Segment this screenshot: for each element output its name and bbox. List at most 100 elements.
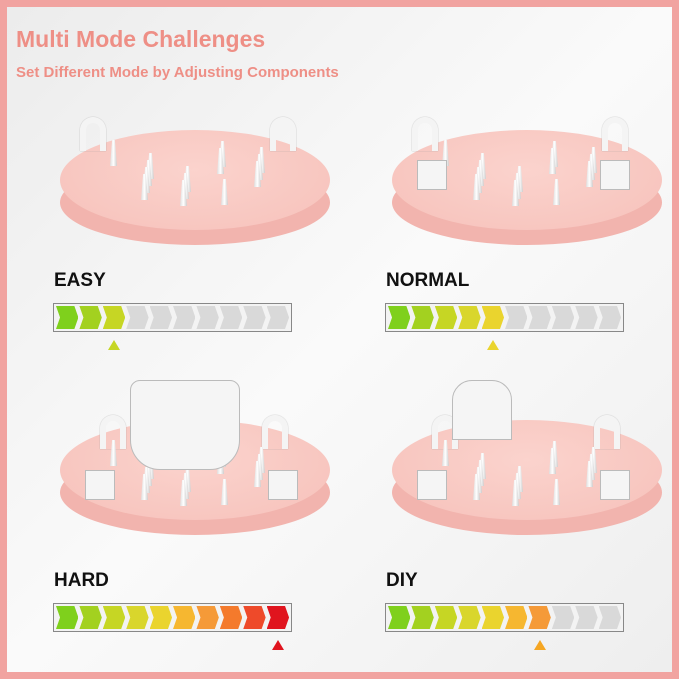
peg	[180, 180, 187, 206]
peg	[221, 179, 228, 205]
side-wall-right	[268, 470, 298, 500]
difficulty-bar	[53, 303, 292, 332]
peg	[145, 160, 152, 186]
difficulty-segment	[196, 606, 219, 629]
side-wall-left	[85, 470, 115, 500]
peg	[588, 154, 595, 180]
difficulty-segment	[243, 606, 266, 629]
peg	[590, 447, 597, 473]
peg	[590, 147, 597, 173]
difficulty-segment	[575, 306, 598, 329]
difficulty-segment	[196, 306, 219, 329]
difficulty-segment	[388, 606, 411, 629]
side-wall-right	[600, 470, 630, 500]
peg	[551, 141, 558, 167]
mode-panel-easy: EASY	[40, 0, 340, 350]
peg	[143, 467, 150, 493]
peg	[514, 173, 521, 199]
peg	[512, 480, 519, 506]
difficulty-segment	[149, 306, 173, 329]
peg	[442, 140, 449, 166]
peg	[143, 167, 150, 193]
difficulty-segment	[79, 606, 102, 629]
page-subtitle: Set Different Mode by Adjusting Componen…	[16, 64, 339, 81]
difficulty-segment	[388, 306, 411, 329]
peg	[553, 479, 560, 505]
difficulty-segment	[434, 606, 458, 629]
difficulty-segment	[102, 606, 126, 629]
peg	[516, 166, 523, 192]
difficulty-segment	[481, 306, 505, 329]
difficulty-segment	[219, 306, 243, 329]
peg	[473, 474, 480, 500]
peg	[586, 461, 593, 487]
mode-panel-hard: HARD	[40, 300, 340, 650]
mode-panel-diy: DIY	[372, 300, 672, 650]
peg	[110, 440, 117, 466]
level-marker-icon	[107, 340, 120, 350]
difficulty-segment	[56, 606, 79, 629]
peg	[147, 153, 154, 179]
peg	[254, 161, 261, 187]
peg	[588, 454, 595, 480]
difficulty-bar	[385, 303, 624, 332]
difficulty-segment	[173, 306, 196, 329]
difficulty-segment	[411, 306, 434, 329]
center-wall	[130, 380, 240, 470]
peg	[221, 479, 228, 505]
goal-arch-right	[262, 415, 288, 449]
peg	[553, 179, 560, 205]
difficulty-segment	[481, 606, 505, 629]
peg	[184, 166, 191, 192]
peg	[110, 140, 117, 166]
difficulty-segment	[411, 606, 434, 629]
peg	[182, 173, 189, 199]
difficulty-segment	[126, 306, 149, 329]
difficulty-segment	[126, 606, 149, 629]
peg	[217, 148, 224, 174]
peg	[514, 473, 521, 499]
difficulty-segment	[149, 606, 173, 629]
difficulty-segment	[458, 306, 481, 329]
difficulty-bar	[53, 603, 292, 632]
peg	[477, 160, 484, 186]
difficulty-segment	[56, 306, 79, 329]
level-marker-icon	[486, 340, 499, 350]
difficulty-segment	[598, 306, 622, 329]
difficulty-segment	[102, 306, 126, 329]
page-title: Multi Mode Challenges	[16, 26, 266, 52]
goal-arch-right	[594, 415, 620, 449]
peg	[254, 461, 261, 487]
peg	[219, 141, 226, 167]
peg	[477, 460, 484, 486]
gate-wall	[452, 380, 512, 440]
difficulty-segment	[243, 306, 266, 329]
peg	[479, 153, 486, 179]
difficulty-segment	[551, 606, 575, 629]
difficulty-bar	[385, 603, 624, 632]
difficulty-segment	[575, 606, 598, 629]
peg	[512, 180, 519, 206]
difficulty-segment	[505, 306, 528, 329]
peg	[516, 466, 523, 492]
peg	[182, 473, 189, 499]
goal-arch-left	[412, 117, 438, 151]
difficulty-segment	[598, 606, 622, 629]
difficulty-segment	[266, 606, 290, 629]
difficulty-segment	[219, 606, 243, 629]
difficulty-segment	[551, 306, 575, 329]
peg	[551, 441, 558, 467]
peg	[180, 480, 187, 506]
goal-arch-left	[80, 117, 106, 151]
peg	[475, 167, 482, 193]
peg	[256, 454, 263, 480]
peg	[258, 147, 265, 173]
difficulty-segment	[528, 606, 551, 629]
peg	[549, 148, 556, 174]
goal-arch-right	[602, 117, 628, 151]
peg	[145, 460, 152, 486]
mode-panel-normal: NORMAL	[372, 0, 672, 350]
game-base	[60, 130, 330, 250]
difficulty-segment	[173, 606, 196, 629]
